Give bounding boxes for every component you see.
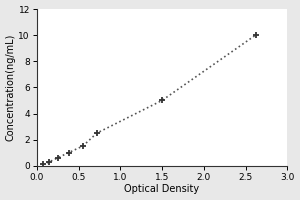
X-axis label: Optical Density: Optical Density: [124, 184, 200, 194]
Y-axis label: Concentration(ng/mL): Concentration(ng/mL): [6, 34, 16, 141]
